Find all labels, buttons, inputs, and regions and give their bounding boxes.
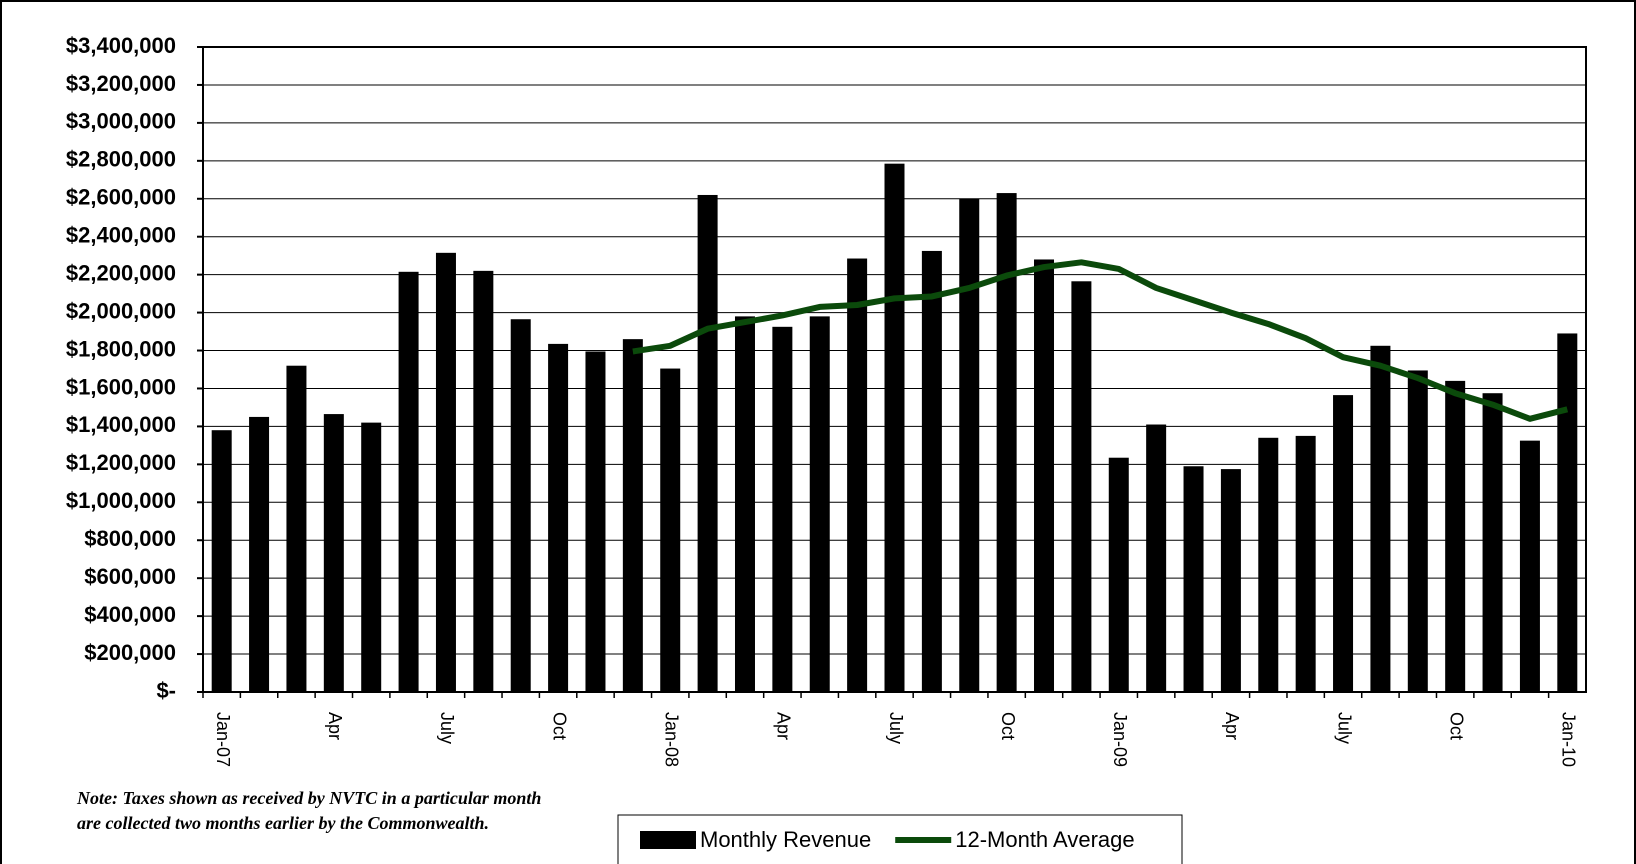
y-tick-label: $2,800,000 [66, 147, 176, 172]
x-tick-label: July [886, 712, 906, 744]
x-tick-label: Jan-09 [1110, 712, 1130, 767]
bar [585, 351, 606, 692]
y-tick-label: $1,600,000 [66, 374, 176, 399]
legend-label: Monthly Revenue [700, 827, 871, 852]
bar [847, 258, 868, 692]
bar [1295, 435, 1316, 692]
bar [249, 416, 270, 692]
bar [1146, 424, 1167, 692]
y-tick-label: $2,400,000 [66, 223, 176, 248]
x-tick-label: July [437, 712, 457, 744]
bar [435, 252, 456, 693]
bar [1258, 437, 1279, 692]
legend-label: 12-Month Average [955, 827, 1134, 852]
bar [473, 270, 494, 692]
x-tick-label: Apr [774, 712, 794, 740]
line [632, 259, 1569, 422]
note: Note: Taxes shown as received by NVTC in… [77, 788, 542, 833]
bar [1370, 345, 1391, 692]
bar [996, 193, 1017, 692]
x-tick-label: Jan-07 [213, 712, 233, 767]
y-tick-label: $200,000 [84, 640, 176, 665]
x-tick-label: July [1334, 712, 1354, 744]
y-tick-label: $400,000 [84, 602, 176, 627]
y-tick-label: $800,000 [84, 526, 176, 551]
bar [1183, 466, 1204, 692]
bar [809, 316, 830, 692]
y-tick-label: $3,200,000 [66, 71, 176, 96]
bar [959, 198, 980, 692]
bar [510, 319, 531, 692]
y-tick-label: $- [156, 678, 176, 703]
bar [660, 368, 681, 692]
bar [1108, 457, 1129, 692]
bar [1482, 393, 1503, 692]
y-tick-label: $1,000,000 [66, 488, 176, 513]
y-tick-label: $1,400,000 [66, 412, 176, 437]
y-tick-label: $3,000,000 [66, 109, 176, 134]
x-tick-label: Oct [998, 712, 1018, 740]
x-tick-label: Apr [325, 712, 345, 740]
bar [1333, 395, 1354, 692]
bar [1445, 380, 1466, 692]
bar [1557, 333, 1578, 692]
bar [1071, 281, 1092, 692]
bar [1220, 469, 1241, 692]
bar [211, 430, 232, 692]
y-tick-label: $2,200,000 [66, 260, 176, 285]
x-tick-label: Apr [1222, 712, 1242, 740]
bar [323, 414, 344, 692]
bar [697, 194, 718, 692]
y-tick-label: $3,400,000 [66, 33, 176, 58]
legend-swatch [640, 831, 696, 849]
x-tick-label: Jan-10 [1559, 712, 1579, 767]
x-tick-label: Jan-08 [661, 712, 681, 767]
bar [772, 326, 793, 692]
bar [1519, 440, 1540, 692]
x-tick-label: Oct [1446, 712, 1466, 740]
bar [622, 339, 643, 692]
bar [1034, 259, 1055, 692]
y-tick-label: $2,000,000 [66, 298, 176, 323]
bar [548, 343, 569, 692]
x-tick-label: Oct [549, 712, 569, 740]
bar [361, 422, 382, 692]
y-tick-label: $600,000 [84, 564, 176, 589]
y-tick-label: $1,800,000 [66, 336, 176, 361]
bar [286, 365, 307, 692]
bar [884, 163, 905, 692]
bar [734, 316, 755, 692]
bar [398, 271, 419, 692]
y-tick-label: $2,600,000 [66, 185, 176, 210]
y-tick-label: $1,200,000 [66, 450, 176, 475]
bar [921, 250, 942, 692]
bar [1407, 370, 1428, 692]
